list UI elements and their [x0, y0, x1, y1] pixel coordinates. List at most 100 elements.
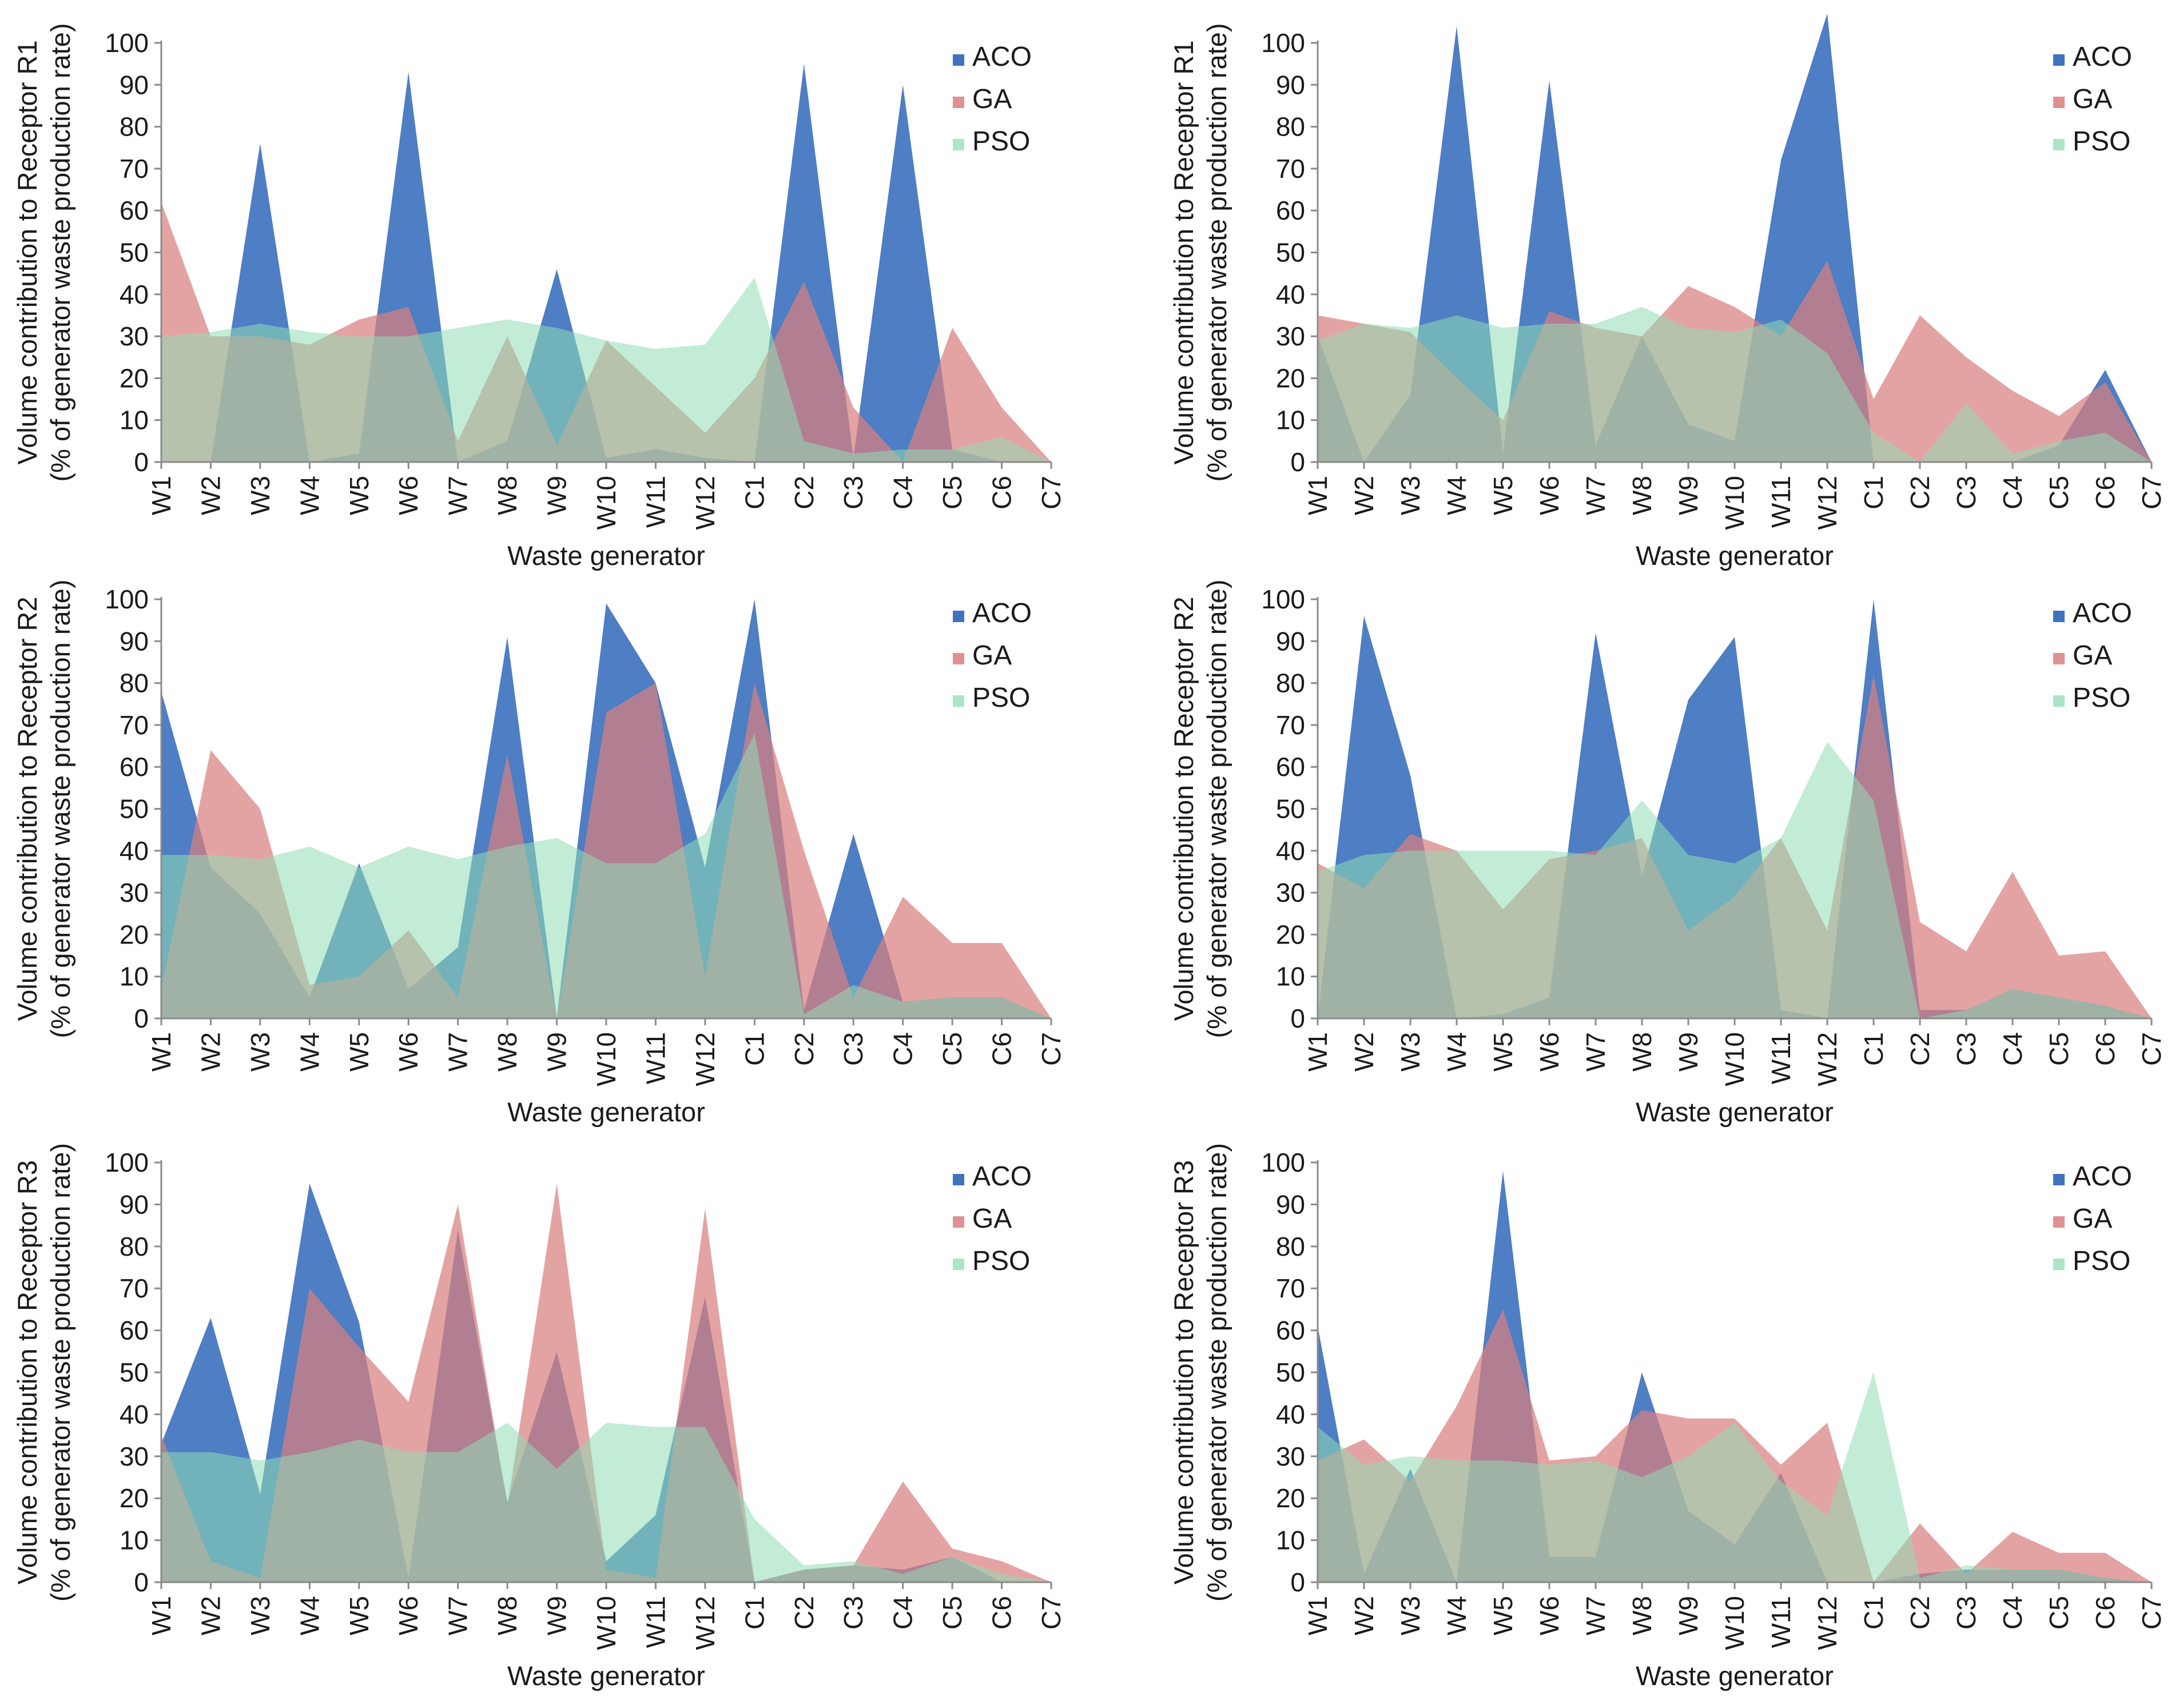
x-tick-label: W1: [1303, 1032, 1333, 1072]
y-tick-label: 80: [1276, 112, 1305, 142]
y-tick-label: 60: [120, 1316, 149, 1345]
y-tick-label: 50: [1276, 238, 1305, 268]
y-tick-label: 80: [120, 112, 149, 142]
y-axis-title-line2: (% of generator waste production rate): [1202, 1143, 1232, 1602]
y-tick-label: 0: [1290, 1004, 1305, 1033]
chart-panel-top-right: 0 10 20 30 40 50 60 70 80 90 100 W1 W2 W3 W4 W5 W6 W7 W8 W9…: [1168, 13, 2166, 571]
x-tick-label: W9: [1673, 476, 1703, 515]
y-axis-title-line1: Volume contribution to Receptor R3: [12, 1160, 42, 1584]
y-tick-label: 30: [120, 321, 149, 351]
x-tick-label: W4: [1442, 476, 1472, 515]
x-tick-label: C6: [2090, 1596, 2120, 1630]
x-tick-label: C5: [2044, 1596, 2074, 1630]
y-tick-label: 100: [1261, 28, 1305, 58]
x-tick-label: W9: [542, 1032, 572, 1072]
y-tick-label: 10: [120, 962, 149, 992]
legend-label-pso: PSO: [2073, 683, 2130, 713]
x-tick-label: W2: [196, 1596, 225, 1635]
legend-label-pso: PSO: [2073, 126, 2130, 157]
y-tick-label: 40: [1276, 280, 1305, 309]
x-tick-label: C6: [2090, 476, 2120, 509]
y-tick-label: 70: [120, 1273, 149, 1303]
legend-swatch-aco: [953, 1174, 964, 1185]
x-tick-label: W7: [443, 1596, 473, 1635]
y-tick-label: 50: [1276, 794, 1305, 824]
x-tick-label: W8: [492, 1032, 522, 1072]
y-tick-label: 20: [1276, 363, 1305, 393]
x-tick-label: C3: [1951, 1032, 1981, 1066]
y-tick-label: 30: [120, 1442, 149, 1471]
x-tick-label: C1: [1859, 1032, 1888, 1066]
area-pso: [1318, 1372, 2152, 1582]
legend-label-ga: GA: [972, 640, 1012, 671]
y-axis-title-line2: (% of generator waste production rate): [45, 579, 75, 1038]
y-tick-label: 10: [120, 405, 149, 435]
x-tick-label: W7: [1581, 1596, 1611, 1635]
x-tick-label: W9: [542, 476, 572, 515]
y-tick-label: 100: [105, 28, 149, 58]
area-series-group: [161, 1183, 1051, 1582]
x-tick-label: W1: [1303, 1596, 1333, 1635]
x-tick-label: W1: [146, 1596, 176, 1635]
area-pso: [161, 733, 1051, 1018]
legend-swatch-pso: [953, 139, 964, 150]
legend-swatch-ga: [2053, 653, 2065, 664]
y-tick-label: 100: [105, 1148, 149, 1177]
x-tick-label: W12: [690, 1596, 720, 1650]
legend-swatch-pso: [2053, 695, 2065, 707]
x-tick-label: C5: [937, 1596, 967, 1630]
x-tick-label: C5: [937, 476, 967, 509]
legend: ACO GA PSO: [2053, 42, 2132, 157]
x-tick-label: W3: [1395, 1032, 1425, 1072]
x-tick-label: C2: [789, 1032, 819, 1066]
x-tick-label: W4: [1442, 1596, 1472, 1635]
legend-label-ga: GA: [972, 84, 1012, 114]
x-tick-label: W12: [690, 476, 720, 530]
area-series-group: [1318, 1170, 2152, 1582]
x-tick-label: W10: [1720, 476, 1749, 530]
y-tick-label: 80: [120, 668, 149, 698]
x-tick-label: C6: [987, 1596, 1017, 1630]
y-tick-label: 20: [120, 363, 149, 393]
y-tick-label: 0: [134, 1004, 149, 1033]
area-series-group: [161, 63, 1051, 463]
x-tick-label: C5: [937, 1032, 967, 1066]
x-axis-title: Waste generator: [1636, 1661, 1834, 1691]
x-axis-title: Waste generator: [507, 1661, 705, 1691]
y-axis-title-line1: Volume contribution to Receptor R2: [12, 597, 42, 1021]
x-tick-label: W6: [393, 1596, 423, 1635]
legend-label-pso: PSO: [972, 683, 1030, 713]
y-tick-label: 10: [120, 1526, 149, 1555]
y-tick-label: 30: [1276, 321, 1305, 351]
x-tick-label: C3: [838, 476, 868, 509]
y-axis-title-line1: Volume contribution to Receptor R3: [1168, 1160, 1199, 1584]
x-tick-label: C4: [888, 1032, 918, 1066]
x-tick-label: W6: [1534, 1032, 1564, 1072]
x-tick-label: C4: [1998, 476, 2027, 509]
area-ga: [161, 683, 1051, 1018]
x-tick-label: W1: [146, 1032, 176, 1072]
x-tick-label: W9: [1673, 1032, 1703, 1072]
x-tick-label: W6: [1534, 1596, 1564, 1635]
x-tick-label: W2: [1349, 1596, 1379, 1635]
legend-label-aco: ACO: [2073, 598, 2132, 628]
x-tick-label: W6: [1534, 476, 1564, 515]
y-axis-title-line2: (% of generator waste production rate): [1202, 23, 1232, 481]
x-tick-label: W4: [295, 1032, 324, 1072]
x-axis-title: Waste generator: [507, 1097, 705, 1127]
x-axis-title: Waste generator: [507, 540, 705, 571]
legend: ACO GA PSO: [953, 42, 1032, 157]
legend-label-ga: GA: [972, 1204, 1012, 1234]
x-tick-label: C7: [1036, 1032, 1066, 1066]
y-tick-label: 40: [1276, 836, 1305, 866]
x-tick-label: W10: [1720, 1032, 1749, 1086]
x-tick-label: W11: [1766, 1596, 1796, 1648]
legend-swatch-aco: [2053, 54, 2065, 66]
x-tick-label: W3: [245, 1032, 275, 1072]
legend-label-aco: ACO: [2073, 1161, 2132, 1192]
area-pso: [1318, 306, 2152, 462]
legend: ACO GA PSO: [953, 598, 1032, 713]
y-tick-label: 70: [120, 710, 149, 740]
x-tick-label: W12: [690, 1032, 720, 1086]
x-tick-label: W5: [344, 476, 374, 515]
